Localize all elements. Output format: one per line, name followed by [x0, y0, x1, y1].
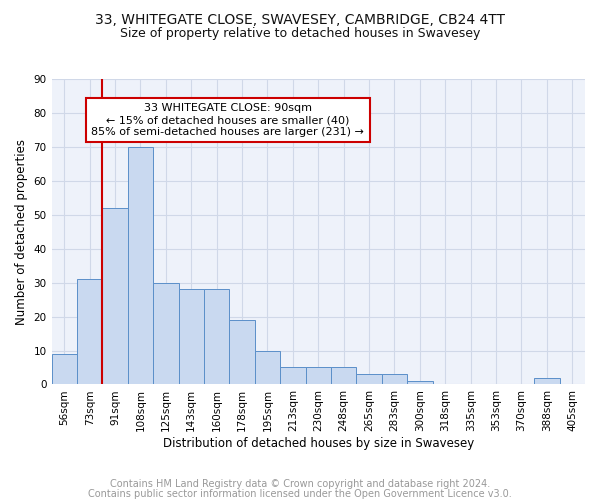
Bar — [407, 381, 433, 384]
Bar — [356, 374, 382, 384]
Bar — [128, 147, 153, 384]
Bar — [179, 290, 204, 384]
Bar — [331, 368, 356, 384]
Text: Contains HM Land Registry data © Crown copyright and database right 2024.: Contains HM Land Registry data © Crown c… — [110, 479, 490, 489]
Bar — [52, 354, 77, 384]
Bar — [153, 282, 179, 384]
Bar — [204, 290, 229, 384]
Bar — [77, 279, 103, 384]
Bar — [305, 368, 331, 384]
X-axis label: Distribution of detached houses by size in Swavesey: Distribution of detached houses by size … — [163, 437, 474, 450]
Y-axis label: Number of detached properties: Number of detached properties — [15, 138, 28, 324]
Text: 33, WHITEGATE CLOSE, SWAVESEY, CAMBRIDGE, CB24 4TT: 33, WHITEGATE CLOSE, SWAVESEY, CAMBRIDGE… — [95, 12, 505, 26]
Text: 33 WHITEGATE CLOSE: 90sqm
← 15% of detached houses are smaller (40)
85% of semi-: 33 WHITEGATE CLOSE: 90sqm ← 15% of detac… — [91, 104, 364, 136]
Bar — [103, 208, 128, 384]
Bar — [255, 350, 280, 384]
Bar — [280, 368, 305, 384]
Text: Contains public sector information licensed under the Open Government Licence v3: Contains public sector information licen… — [88, 489, 512, 499]
Bar — [534, 378, 560, 384]
Text: Size of property relative to detached houses in Swavesey: Size of property relative to detached ho… — [120, 28, 480, 40]
Bar — [382, 374, 407, 384]
Bar — [229, 320, 255, 384]
